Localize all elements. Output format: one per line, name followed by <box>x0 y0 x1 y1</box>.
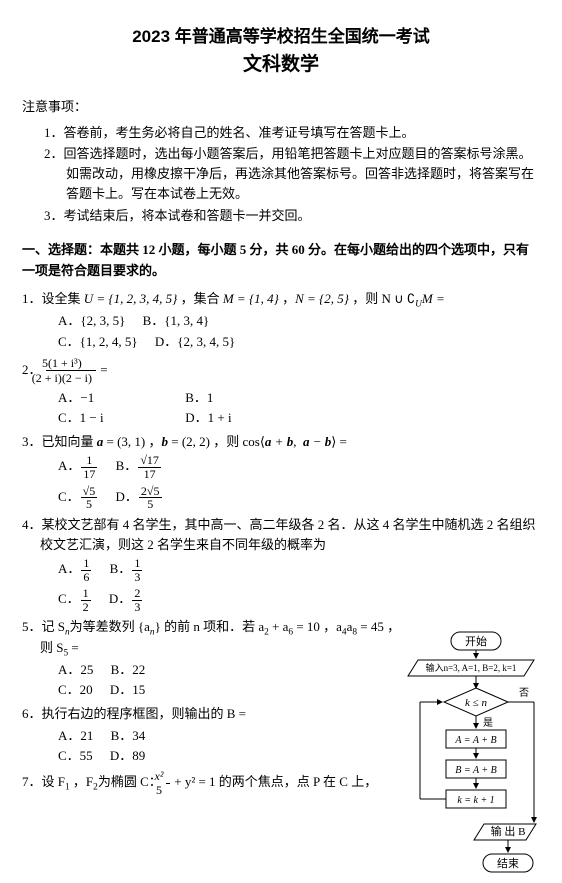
q1-opt-a: A．{2, 3, 5} <box>58 311 125 331</box>
fc-end: 结束 <box>497 857 519 870</box>
question-3: 3．已知向量 a = (3, 1) ，b = (2, 2) ，则 cos⟨a +… <box>22 432 540 452</box>
q5-opt-c: C．20 <box>58 680 93 700</box>
q5-opt-a: A．25 <box>58 660 93 680</box>
fc-init: 输入n=3, A=1, B=2, k=1 <box>426 662 517 673</box>
q5-opt-d: D．15 <box>110 680 145 700</box>
q6-options: A．21 B．34 C．55 D．89 <box>22 726 402 766</box>
q1-prefix: 1．设全集 <box>22 291 84 306</box>
q1-opt-d: D．{2, 3, 4, 5} <box>155 332 235 352</box>
q3-text: 3．已知向量 a = (3, 1) ，b = (2, 2) ，则 cos⟨a +… <box>22 434 347 449</box>
fc-output: 输 出 B <box>491 824 526 838</box>
fc-yes: 是 <box>483 717 493 729</box>
q2-opt-d: D．1 + i <box>185 408 231 428</box>
fc-no: 否 <box>519 687 529 699</box>
notice-item-2: 2．回答选择题时，选出每小题答案后，用铅笔把答题卡上对应题目的答案标号涂黑。如需… <box>44 144 540 204</box>
q1-n: N = {2, 5} <box>295 291 349 306</box>
notice-list: 1．答卷前，考生务必将自己的姓名、准考证号填写在答题卡上。 2．回答选择题时，选… <box>22 123 540 226</box>
q5-opt-b: B．22 <box>111 660 146 680</box>
question-2: 2． 5(1 + i³) (2 + i)(2 − i) = <box>22 356 540 386</box>
fc-step2: B = A + B <box>455 765 496 776</box>
q5-options: A．25 B．22 C．20 D．15 <box>22 660 402 700</box>
q3-opt-a: A．117 <box>58 454 98 480</box>
title-sub: 文科数学 <box>22 49 540 76</box>
q1-opt-b: B．{1, 3, 4} <box>143 311 210 331</box>
q6-opt-a: A．21 <box>58 726 93 746</box>
fc-step3: k = k + 1 <box>457 795 494 806</box>
q1-m: M = {1, 4} <box>223 291 279 306</box>
q1-m1: ，集合 <box>177 291 223 306</box>
q2-options: A．−1 B．1 C．1 − i D．1 + i <box>22 388 540 428</box>
q4-opt-a: A．16 <box>58 557 92 583</box>
exam-page: 2023 年普通高等学校招生全国统一考试 文科数学 注意事项： 1．答卷前，考生… <box>0 0 562 817</box>
q2-num: 5(1 + i³) <box>46 356 96 372</box>
title-main: 2023 年普通高等学校招生全国统一考试 <box>22 22 540 47</box>
fc-cond: k ≤ n <box>465 697 487 709</box>
q3-options: A．117 B．√1717 C．√55 D．2√55 <box>22 454 540 510</box>
flowchart-diagram: 开始 输入n=3, A=1, B=2, k=1 k ≤ n 否 是 A = A … <box>406 630 546 880</box>
q1-tail: ，则 N ∪ ∁ <box>349 291 415 306</box>
q1-tail2: M = <box>422 291 445 306</box>
q4-opt-d: D．23 <box>109 587 143 613</box>
q2-fraction: 5(1 + i³) (2 + i)(2 − i) <box>46 356 96 386</box>
q3-opt-b: B．√1717 <box>116 454 162 480</box>
question-7: 7．设 F1 ，F2为椭圆 C： x² 5 + y² = 1 的两个焦点，点 P… <box>22 770 402 796</box>
question-6: 6．执行右边的程序框图，则输出的 B = <box>22 704 402 724</box>
q6-opt-d: D．89 <box>110 746 145 766</box>
q1-opt-c: C．{1, 2, 4, 5} <box>58 332 138 352</box>
q2-opt-b: B．1 <box>185 388 213 408</box>
q3-opt-d: D．2√55 <box>116 485 163 511</box>
q2-opt-c: C．1 − i <box>58 408 168 428</box>
question-4: 4．某校文艺部有 4 名学生，其中高一、高二年级各 2 名．从这 4 名学生中随… <box>22 515 540 555</box>
question-1: 1．设全集 U = {1, 2, 3, 4, 5} ，集合 M = {1, 4}… <box>22 289 540 309</box>
section1-head: 一、选择题：本题共 12 小题，每小题 5 分，共 60 分。在每小题给出的四个… <box>22 240 540 282</box>
q2-eq: = <box>97 362 108 377</box>
q1-u: U = {1, 2, 3, 4, 5} <box>84 291 178 306</box>
q3-opt-c: C．√55 <box>58 485 98 511</box>
notice-item-1: 1．答卷前，考生务必将自己的姓名、准考证号填写在答题卡上。 <box>44 123 540 143</box>
q2-opt-a: A．−1 <box>58 388 168 408</box>
fc-step1: A = A + B <box>454 735 496 746</box>
q4-opt-c: C．12 <box>58 587 92 613</box>
q1-options: A．{2, 3, 5} B．{1, 3, 4} C．{1, 2, 4, 5} D… <box>22 311 540 351</box>
q4-opt-b: B．13 <box>110 557 144 583</box>
q6-opt-b: B．34 <box>111 726 146 746</box>
q1-m2: ， <box>279 291 295 306</box>
q2-den: (2 + i)(2 − i) <box>46 371 96 386</box>
question-5: 5．记 Sn为等差数列 {an} 的前 n 项和．若 a2 + a6 = 10 … <box>22 617 402 657</box>
notice-head: 注意事项： <box>22 96 540 115</box>
q6-opt-c: C．55 <box>58 746 93 766</box>
q4-options: A．16 B．13 C．12 D．23 <box>22 557 540 613</box>
fc-start: 开始 <box>465 634 487 648</box>
notice-item-3: 3．考试结束后，将本试卷和答题卡一并交回。 <box>44 206 540 226</box>
q7-fraction: x² 5 <box>166 770 170 796</box>
